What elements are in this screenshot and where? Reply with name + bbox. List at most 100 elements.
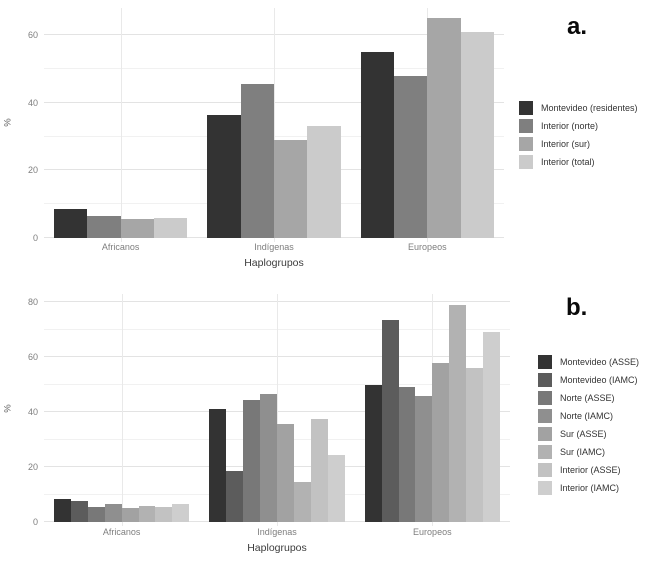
x-axis-a: Africanos Indígenas Europeos (44, 242, 504, 252)
y-tick-label: 20 (27, 165, 38, 176)
bar (172, 504, 190, 522)
bar (449, 305, 467, 522)
chart-panel-a: % 0 20 40 60 Africanos Indígenas Europeos Hap… (0, 8, 638, 269)
legend-item-label: Interior (ASSE) (560, 465, 621, 475)
y-axis-a: 0 20 40 60 (0, 8, 38, 243)
bar (273, 139, 308, 238)
legend-key-swatch (538, 481, 552, 495)
bar (327, 454, 345, 522)
y-tick-label: 0 (32, 233, 38, 243)
bar (276, 424, 294, 522)
legend-key-swatch (519, 119, 533, 133)
bar (104, 504, 122, 522)
legend-item: Montevideo (IAMC) (538, 371, 639, 389)
y-axis-b: 0 20 40 60 80 (0, 294, 38, 527)
legend-item-label: Interior (norte) (541, 121, 599, 131)
bar-group-indígenas (199, 294, 354, 522)
bar (466, 368, 483, 522)
y-tick-label: 40 (27, 97, 38, 108)
y-tick-label: 60 (27, 352, 38, 363)
legend-key-swatch (519, 155, 533, 169)
bar (70, 501, 88, 522)
bar (155, 506, 173, 522)
legend-item: Sur (ASSE) (538, 425, 639, 443)
legend-item: Norte (IAMC) (538, 407, 639, 425)
bar (120, 219, 154, 238)
x-tick-label: Indígenas (254, 242, 294, 252)
bar (432, 362, 450, 522)
bar (427, 18, 461, 238)
bar (381, 320, 399, 522)
legend-key-swatch (519, 137, 533, 151)
bar (138, 505, 156, 522)
legend-item: Interior (sur) (519, 135, 638, 153)
bar-group-europeos (355, 294, 510, 522)
bar (460, 31, 494, 238)
y-tick-label: 80 (27, 297, 38, 308)
x-tick-label: Europeos (408, 242, 447, 252)
legend-key-swatch (538, 427, 552, 441)
legend-key-swatch (538, 409, 552, 423)
bar (121, 508, 139, 522)
legend-item-label: Norte (ASSE) (560, 393, 615, 403)
bar (398, 387, 416, 522)
y-tick-label: 0 (32, 517, 38, 527)
legend-item-label: Interior (IAMC) (560, 483, 620, 493)
bar-group-africanos (44, 294, 199, 522)
bar (87, 506, 105, 522)
legend-item: Norte (ASSE) (538, 389, 639, 407)
bar (154, 217, 188, 238)
x-axis-title-b: Haplogrupos (247, 542, 307, 554)
legend-item-label: Norte (IAMC) (560, 411, 614, 421)
x-tick-label: Africanos (101, 242, 140, 252)
legend-item-label: Montevideo (ASSE) (560, 357, 640, 367)
legend-item: Interior (total) (519, 153, 638, 171)
legend-item: Sur (IAMC) (538, 443, 639, 461)
bar (364, 384, 382, 522)
bar (393, 75, 428, 238)
legend-key-swatch (538, 373, 552, 387)
legend-item: Interior (norte) (519, 117, 638, 135)
legend-b: Montevideo (ASSE) Montevideo (IAMC) Norte … (538, 353, 639, 497)
x-tick-label: Europeos (413, 527, 452, 537)
legend-key-swatch (538, 355, 552, 369)
bar (415, 395, 433, 522)
x-tick-label: Africanos (102, 527, 141, 537)
x-axis-title-a: Haplogrupos (244, 257, 304, 269)
legend-item: Montevideo (residentes) (519, 99, 638, 117)
chart-panel-b: % 0 20 40 60 80 Africanos Indígenas Europeos H… (0, 288, 650, 576)
x-axis-b: Africanos Indígenas Europeos (44, 527, 510, 537)
panel-letter-a: a. (567, 13, 588, 40)
legend-a: Montevideo (residentes) Interior (norte) I… (519, 99, 638, 171)
bar (207, 114, 241, 238)
bar (87, 216, 121, 238)
plot-area-a (44, 8, 504, 242)
legend-key-swatch (538, 445, 552, 459)
legend-item-label: Interior (total) (541, 157, 595, 167)
x-tick-label: Indígenas (257, 527, 297, 537)
bar (54, 498, 71, 522)
gridline-vertical (121, 294, 123, 526)
bar (226, 471, 244, 522)
bar (293, 482, 311, 522)
gridline-vertical (120, 8, 122, 242)
bar (243, 399, 261, 522)
legend-item-label: Sur (ASSE) (560, 429, 607, 439)
bar (482, 332, 500, 522)
plot-area-b (44, 294, 510, 526)
bar (307, 126, 341, 238)
legend-item-label: Interior (sur) (541, 139, 591, 149)
legend-item: Montevideo (ASSE) (538, 353, 639, 371)
legend-item-label: Montevideo (residentes) (541, 103, 638, 113)
y-tick-label: 40 (27, 407, 38, 418)
legend-key-swatch (538, 463, 552, 477)
gridline-vertical (277, 294, 278, 526)
bar (209, 409, 227, 522)
legend-item: Interior (ASSE) (538, 461, 639, 479)
gridline-vertical (274, 8, 275, 242)
panel-letter-b: b. (566, 294, 588, 321)
bar (53, 209, 88, 238)
y-tick-label: 60 (27, 30, 38, 41)
bar (240, 84, 274, 238)
y-tick-label: 20 (27, 462, 38, 473)
